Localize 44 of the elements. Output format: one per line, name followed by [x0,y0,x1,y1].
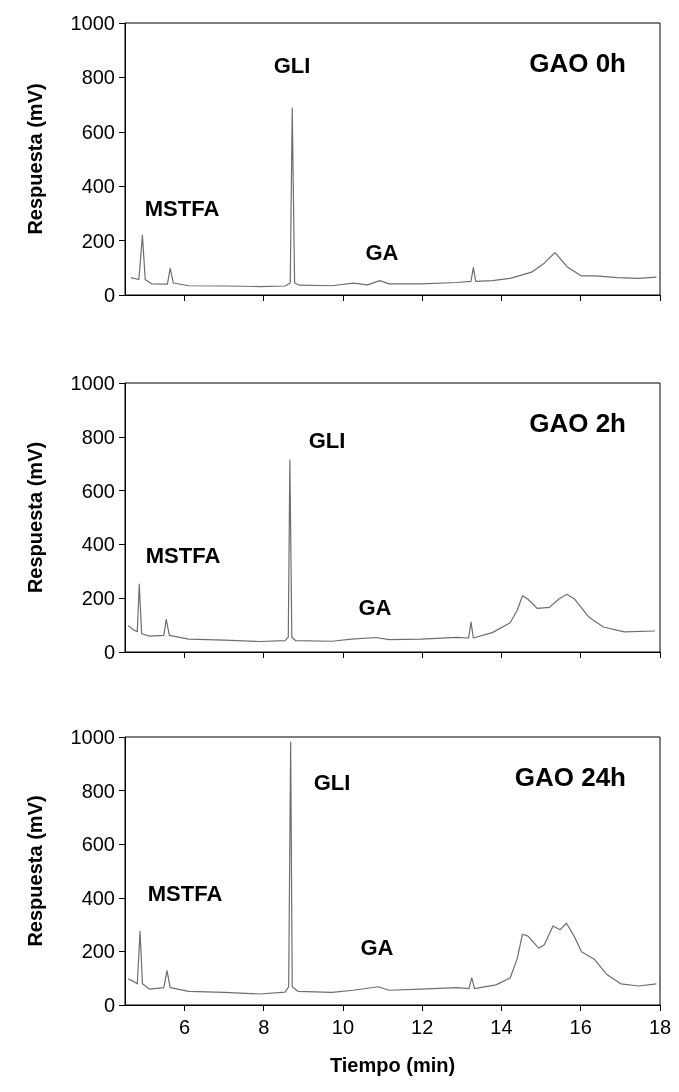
x-axis-title: Tiempo (min) [329,1054,456,1076]
y-tick-label: 0 [103,284,115,306]
text: GAO 0h [529,48,627,78]
x-tick-label: 12 [411,1016,434,1038]
x-tick-label: 10 [331,1016,355,1038]
y-axis-title: Respuesta (mV) [24,795,46,947]
annotation: MSTFA [144,195,220,221]
line-series [130,107,658,288]
y-tick-label: 200 [81,229,115,252]
text: GAO 2h [529,408,627,438]
annotation: GA [365,239,399,265]
x-tick-label: 14 [490,1016,513,1038]
y-tick-label: 0 [103,641,115,663]
y-tick-label: 1000 [70,12,115,34]
y-tick-label: 400 [81,175,115,198]
line-series [127,459,656,643]
y-tick-label: 1000 [70,372,115,394]
annotation: GA [360,934,394,960]
y-tick-label: 600 [81,833,115,856]
y-tick-label: 200 [81,587,115,610]
text: GAO 24h [514,762,626,792]
x-tick-label: 18 [648,1016,672,1038]
x-tick-label: 6 [178,1016,191,1038]
y-tick-label: 800 [81,425,115,448]
annotation: MSTFA [145,542,221,568]
annotation: GLI [308,427,346,453]
y-tick-label: 400 [81,533,115,556]
y-axis-title: Respuesta (mV) [24,83,46,235]
y-tick-label: 1000 [70,726,115,748]
x-tick-label: 16 [569,1016,592,1038]
annotation: GA [358,594,392,620]
y-tick-label: 200 [81,940,115,963]
line-series [127,741,658,995]
y-tick-label: 400 [81,886,115,909]
annotation: GLI [313,769,351,795]
y-tick-label: 600 [81,479,115,502]
y-tick-label: 0 [103,994,115,1016]
annotation: MSTFA [147,880,223,906]
y-tick-label: 800 [81,66,115,89]
y-tick-label: 600 [81,120,115,143]
annotation: GLI [273,52,311,78]
y-tick-label: 800 [81,779,115,802]
x-tick-label: 8 [258,1016,270,1038]
y-axis-title: Respuesta (mV) [24,441,46,594]
